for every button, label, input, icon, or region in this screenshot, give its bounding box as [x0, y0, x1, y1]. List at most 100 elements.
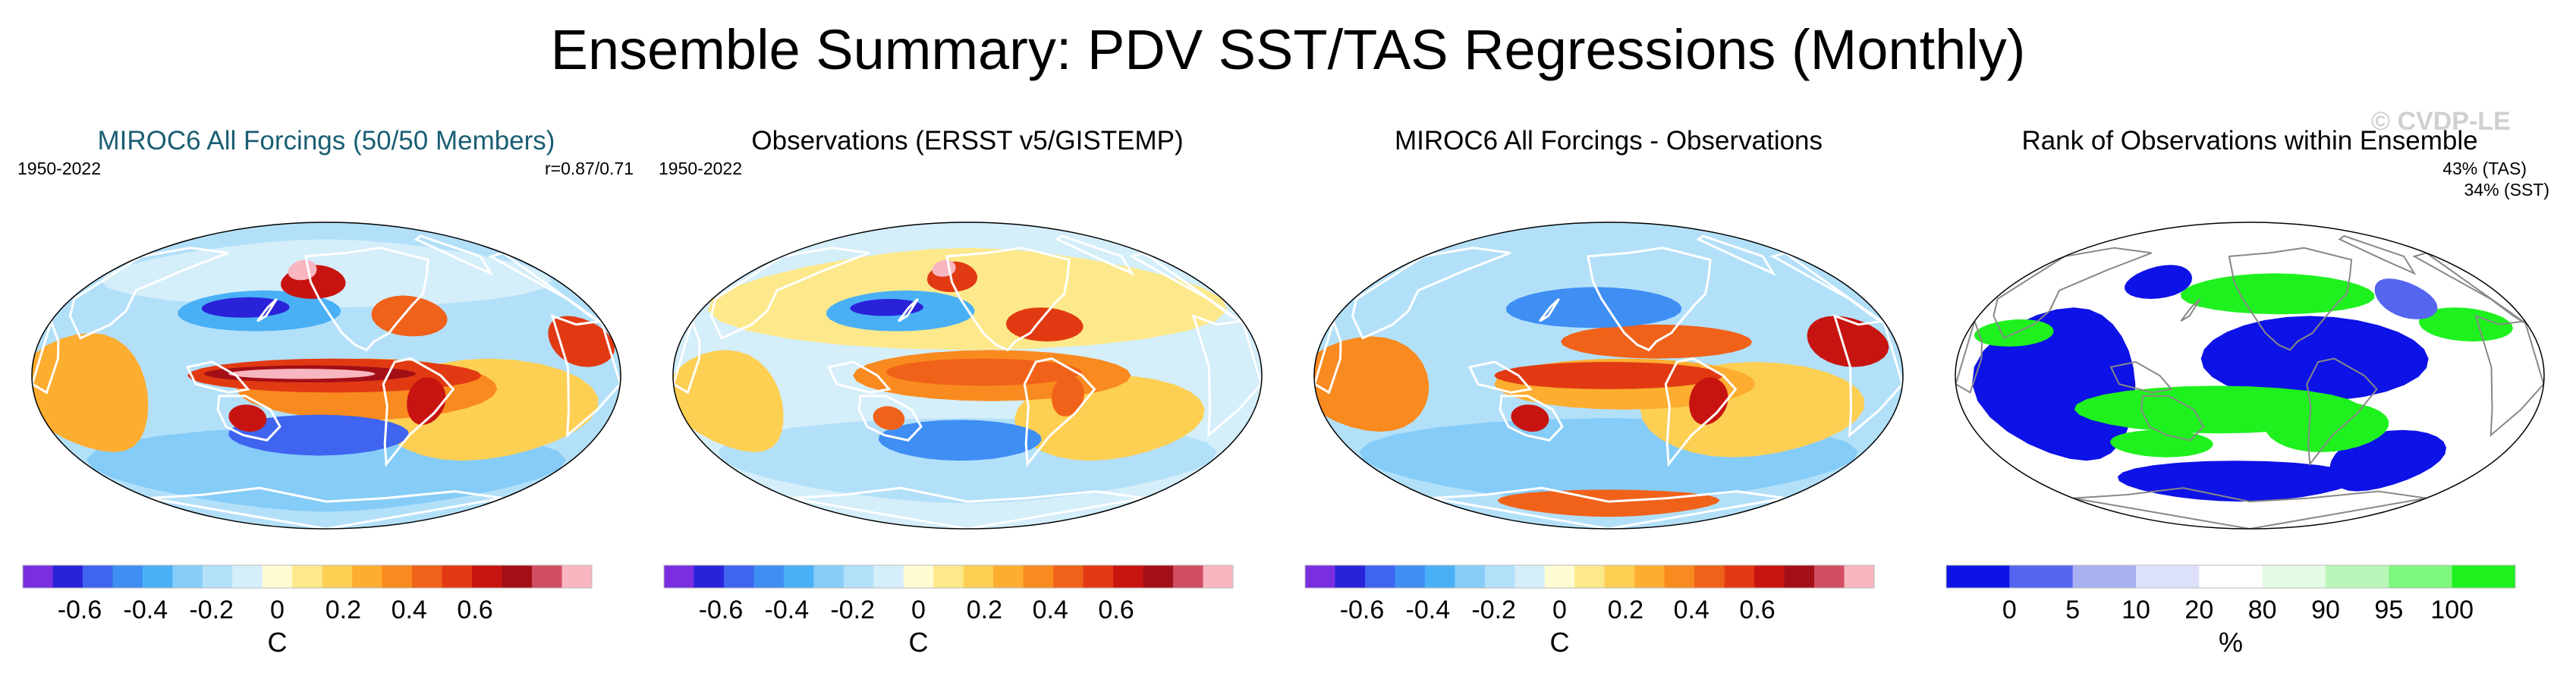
colorbar-tick-label: 20: [2184, 596, 2214, 624]
colorbar-tick-label: 0: [2002, 596, 2017, 624]
south-pacific-cool: [228, 414, 410, 456]
panel-model-minus-observations: MIROC6 All Forcings - Observations -0.6-…: [1294, 114, 1923, 676]
africa-outline: [2474, 314, 2544, 437]
colorbar-swatch: [903, 565, 934, 588]
colorbar-tick-label: 0.2: [1607, 596, 1643, 624]
north-america-outline: [1587, 247, 1712, 352]
asia-outline: [709, 247, 870, 340]
cvdp-watermark: © CVDP-LE: [2371, 107, 2511, 136]
asia-outline: [1351, 247, 1511, 340]
amazon-warm: [1689, 377, 1728, 426]
correlation-label: r=0.87/0.71: [544, 159, 634, 178]
colorbar-swatch: [262, 565, 293, 588]
colorbar-tick-label: -0.6: [1339, 596, 1385, 624]
colorbar-swatch: [2072, 565, 2137, 588]
colorbar-swatch: [1514, 565, 1546, 588]
indian-ocean-warm: [32, 332, 149, 452]
colorbar-swatch: [23, 565, 53, 588]
colorbar-swatch: [142, 565, 173, 588]
north-america-outline: [304, 247, 429, 352]
colorbar-swatch: [442, 565, 473, 588]
panel-model-regression: MIROC6 All Forcings (50/50 Members) 1950…: [11, 114, 641, 676]
na-coast-warm: [1005, 307, 1084, 342]
colorbar-swatch: [292, 565, 323, 588]
amazon-warm: [1052, 376, 1084, 417]
north-africa-warm: [1807, 316, 1889, 367]
europe-outline: [1128, 251, 1246, 325]
colorbar-swatch: [963, 565, 994, 588]
colorbar-swatch: [532, 565, 563, 588]
colorbar-swatch: [993, 565, 1024, 588]
colorbar-swatch: [1784, 565, 1815, 588]
colorbar-tick-label: -0.2: [189, 596, 234, 624]
colorbar-swatch: [1574, 565, 1606, 588]
panel-title: Rank of Observations within Ensemble: [2021, 126, 2478, 156]
north-america-outline: [2228, 247, 2353, 351]
maritime-continent-outline: [185, 360, 250, 394]
panel-title: MIROC6 All Forcings (50/50 Members): [97, 126, 555, 156]
colorbar-swatch: [1395, 565, 1426, 588]
colorbar-tick-label: 0: [1552, 596, 1567, 624]
colorbar-swatch: [1664, 565, 1695, 588]
asia-outline: [68, 247, 229, 340]
colorbar-swatch: [1844, 565, 1875, 588]
colorbar-tick-label: 0.6: [457, 596, 493, 624]
tas-rank-percent: 43% (TAS): [2442, 159, 2527, 178]
asia-outline: [1993, 247, 2153, 339]
australia-warm: [1511, 404, 1549, 432]
colorbar-swatch: [1113, 565, 1144, 588]
colorbar-unit-label: C: [908, 627, 929, 658]
colorbar-swatch: [2136, 565, 2200, 588]
colorbar-swatch: [1143, 565, 1174, 588]
map-field: [673, 222, 1262, 529]
colorbar-frame: [1945, 564, 2516, 589]
north-pacific-cool: [1505, 287, 1682, 329]
colorbar-swatch: [1364, 565, 1395, 588]
colorbar-swatch: [1754, 565, 1785, 588]
cold-tongue-peak: [228, 369, 376, 379]
colorbar-swatch: [472, 565, 503, 588]
greenland-outline: [1055, 234, 1135, 276]
colorbar-swatch: [1814, 565, 1845, 588]
colorbar-tick-label: -0.2: [830, 596, 875, 624]
chile-high-rank: [2265, 401, 2389, 452]
colorbar-swatch: [1173, 565, 1204, 588]
colorbar-tick-label: 95: [2374, 596, 2404, 624]
colorbar-swatch: [1484, 565, 1515, 588]
colorbar-unit-label: %: [2218, 627, 2244, 658]
colorbar-swatch: [1946, 565, 2010, 588]
period-label: 1950-2022: [17, 159, 101, 178]
australia-outline: [1499, 395, 1564, 442]
greenland-outline: [2338, 234, 2417, 275]
colorbar-swatch: [813, 565, 845, 588]
na-coast-warm: [371, 295, 448, 337]
panel-title: MIROC6 All Forcings - Observations: [1394, 126, 1823, 156]
europe-outline: [487, 251, 605, 325]
sst-rank-percent: 34% (SST): [2464, 180, 2549, 200]
amazon-warm: [407, 377, 446, 426]
colorbar-tick-label: -0.2: [1471, 596, 1516, 624]
colorbar-swatch: [502, 565, 533, 588]
colorbar-tick-label: 0.2: [966, 596, 1002, 624]
colorbar-swatch: [412, 565, 443, 588]
africa-outline: [1191, 313, 1262, 439]
colorbar-swatch: [2199, 565, 2263, 588]
colorbar: [22, 564, 593, 589]
global-map: [31, 222, 621, 530]
east-pacific-low-rank: [2200, 316, 2429, 401]
colorbar-tick-label: -0.4: [1405, 596, 1451, 624]
antarctic-margin-warm: [1497, 489, 1720, 517]
colorbar: [663, 564, 1234, 589]
africa-east-outline: [1955, 318, 1983, 394]
colorbar-frame: [1304, 564, 1875, 589]
australia-warm: [228, 404, 267, 432]
global-map: [672, 222, 1263, 530]
colorbar-tick-label: 0.4: [391, 596, 427, 624]
colorbar-swatch: [2326, 565, 2389, 588]
north-high-lat-mixed: [707, 247, 1228, 351]
africa-outline: [550, 313, 621, 439]
colorbar-tick-label: 0.4: [1032, 596, 1068, 624]
colorbar-swatch: [783, 565, 814, 588]
australia-outline: [2140, 395, 2205, 442]
siberia-low-rank: [2125, 265, 2193, 299]
